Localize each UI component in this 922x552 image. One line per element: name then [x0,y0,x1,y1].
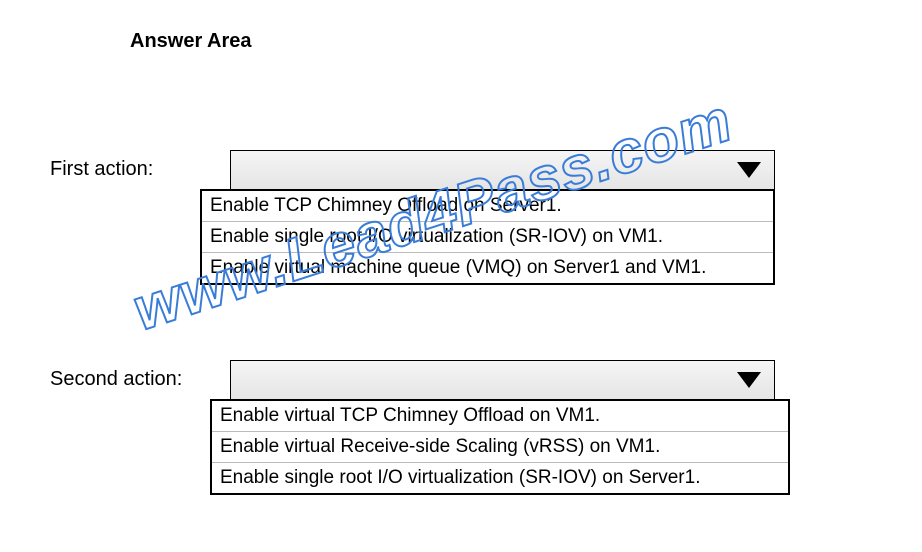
second-action-row: Second action: Enable virtual TCP Chimne… [50,360,790,495]
chevron-down-icon [737,372,761,388]
list-item[interactable]: Enable single root I/O virtualization (S… [212,463,788,493]
first-action-row: First action: Enable TCP Chimney Offload… [50,150,775,285]
answer-area-title: Answer Area [130,30,252,53]
chevron-down-icon [737,162,761,178]
list-item[interactable]: Enable virtual Receive-side Scaling (vRS… [212,432,788,463]
list-item[interactable]: Enable TCP Chimney Offload on Server1. [202,191,773,222]
second-action-label: Second action: [50,360,230,391]
first-action-label: First action: [50,150,230,181]
list-item[interactable]: Enable single root I/O virtualization (S… [202,222,773,253]
second-action-select[interactable] [230,360,775,400]
second-action-options: Enable virtual TCP Chimney Offload on VM… [210,399,790,495]
first-action-select[interactable] [230,150,775,190]
first-action-options: Enable TCP Chimney Offload on Server1. E… [200,189,775,285]
first-action-dropdown-wrap: Enable TCP Chimney Offload on Server1. E… [230,150,775,285]
second-action-dropdown-wrap: Enable virtual TCP Chimney Offload on VM… [230,360,790,495]
list-item[interactable]: Enable virtual machine queue (VMQ) on Se… [202,253,773,283]
list-item[interactable]: Enable virtual TCP Chimney Offload on VM… [212,401,788,432]
